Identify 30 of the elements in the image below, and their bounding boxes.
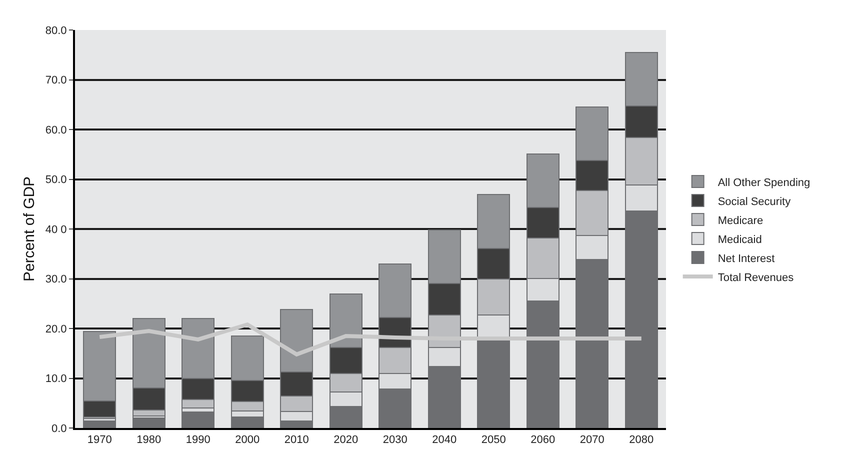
x-tick-label: 2030	[382, 434, 408, 446]
x-tick-label: 2080	[629, 434, 654, 446]
x-tick-label: 2060	[530, 434, 556, 446]
x-tick-label: 2020	[334, 434, 358, 446]
y-tick-label: 50.0	[45, 174, 67, 186]
legend-label: All Other Spending	[718, 176, 810, 189]
x-tick-label: 1990	[186, 434, 210, 446]
legend-label: Total Revenues	[718, 272, 794, 284]
legend-label: Medicare	[718, 214, 764, 227]
y-tick-label: 20.0	[45, 323, 67, 336]
x-tick-label: 1980	[136, 434, 162, 446]
y-tick-label: 30.0	[45, 274, 67, 286]
x-tick-label: 2070	[580, 434, 604, 446]
y-tick-label: 0.0	[52, 422, 67, 435]
bar	[182, 412, 215, 428]
y-axis-title: Percent of GDP	[21, 176, 38, 282]
legend-label: Social Security	[718, 196, 792, 208]
x-tick-label: 1970	[87, 434, 112, 446]
x-tick-label: 2050	[481, 434, 506, 446]
x-tick-label: 2000	[235, 434, 260, 446]
bar	[132, 418, 166, 428]
y-tick-label: 60.0	[45, 124, 67, 136]
x-tick-label: 2010	[284, 434, 309, 446]
legend-label: Medicaid	[718, 234, 762, 246]
legend-label: Net Interest	[718, 252, 775, 265]
x-tick-label: 2040	[432, 434, 457, 446]
y-tick-label: 40 0	[45, 224, 67, 236]
y-tick-label: 10.0	[45, 373, 67, 386]
y-tick-label: 70.0	[45, 74, 67, 87]
y-tick-label: 80.0	[45, 24, 67, 37]
